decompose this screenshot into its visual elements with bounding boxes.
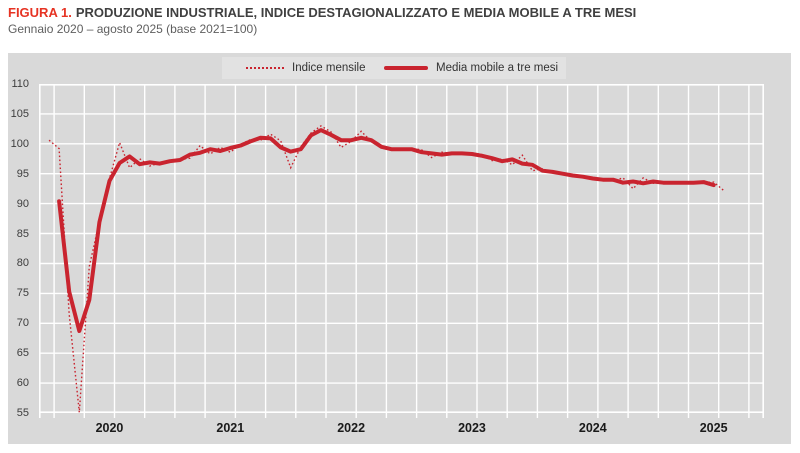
x-tick-label: 2023 (458, 421, 486, 435)
chart-legend: Indice mensile Media mobile a tre mesi (222, 57, 566, 79)
y-tick-label: 60 (16, 377, 29, 390)
plot-area (39, 84, 765, 418)
legend-label-moving-average: Media mobile a tre mesi (436, 62, 559, 74)
y-tick-label: 105 (10, 107, 29, 120)
y-tick-label: 80 (16, 257, 29, 270)
y-tick-label: 55 (16, 407, 29, 419)
chart-panel: Indice mensile Media mobile a tre mesi 5… (8, 53, 791, 444)
dotted-line-sample-icon (246, 67, 284, 69)
y-tick-label: 95 (16, 167, 29, 180)
x-tick-label: 2025 (699, 421, 728, 435)
figure-title-row: FIGURA 1. PRODUZIONE INDUSTRIALE, INDICE … (8, 5, 792, 21)
y-tick-label: 90 (16, 197, 29, 210)
legend-item-monthly-index: Indice mensile (246, 57, 366, 79)
x-tick-label: 2021 (216, 421, 245, 435)
figure-title: PRODUZIONE INDUSTRIALE, INDICE DESTAGION… (75, 5, 637, 20)
y-tick-label: 75 (16, 287, 29, 300)
y-tick-label: 110 (11, 78, 29, 90)
x-tick-label: 2024 (578, 421, 607, 435)
y-tick-label: 85 (16, 227, 29, 240)
y-tick-label: 65 (16, 347, 29, 360)
y-tick-label: 100 (10, 137, 29, 150)
x-tick-label: 2020 (95, 421, 124, 435)
figure-number-label: FIGURA 1. (8, 5, 72, 20)
moving-average-line (57, 128, 716, 333)
figure-subtitle: Gennaio 2020 – agosto 2025 (base 2021=10… (8, 22, 258, 36)
y-tick-label: 70 (16, 317, 29, 330)
solid-line-sample-icon (384, 66, 428, 70)
legend-item-moving-average: Media mobile a tre mesi (384, 57, 558, 79)
y-axis: 55 60 65 70 75 80 85 90 95 100 105 110 (0, 78, 34, 419)
legend-label-monthly: Indice mensile (292, 62, 366, 74)
x-tick-label: 2022 (337, 421, 366, 435)
x-axis: 2020 2021 2022 2023 2024 2025 (39, 421, 764, 439)
